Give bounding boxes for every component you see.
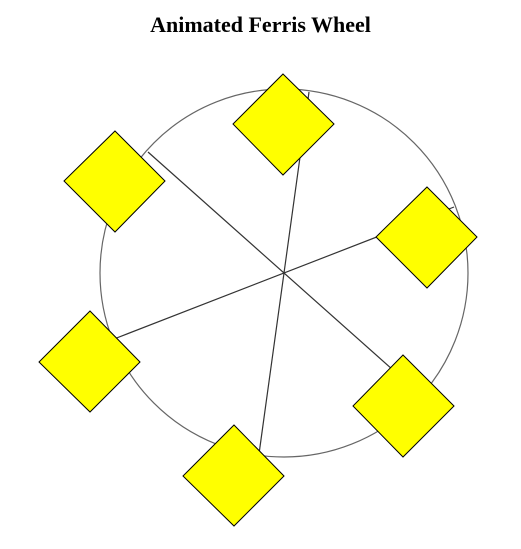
gondola — [182, 424, 285, 527]
gondolas — [38, 73, 478, 527]
gondola — [232, 73, 335, 176]
gondola — [352, 354, 455, 458]
gondola — [375, 186, 478, 289]
gondola — [63, 130, 166, 233]
spoke — [147, 151, 421, 395]
page-title: Animated Ferris Wheel — [150, 12, 371, 37]
gondola — [38, 310, 141, 413]
